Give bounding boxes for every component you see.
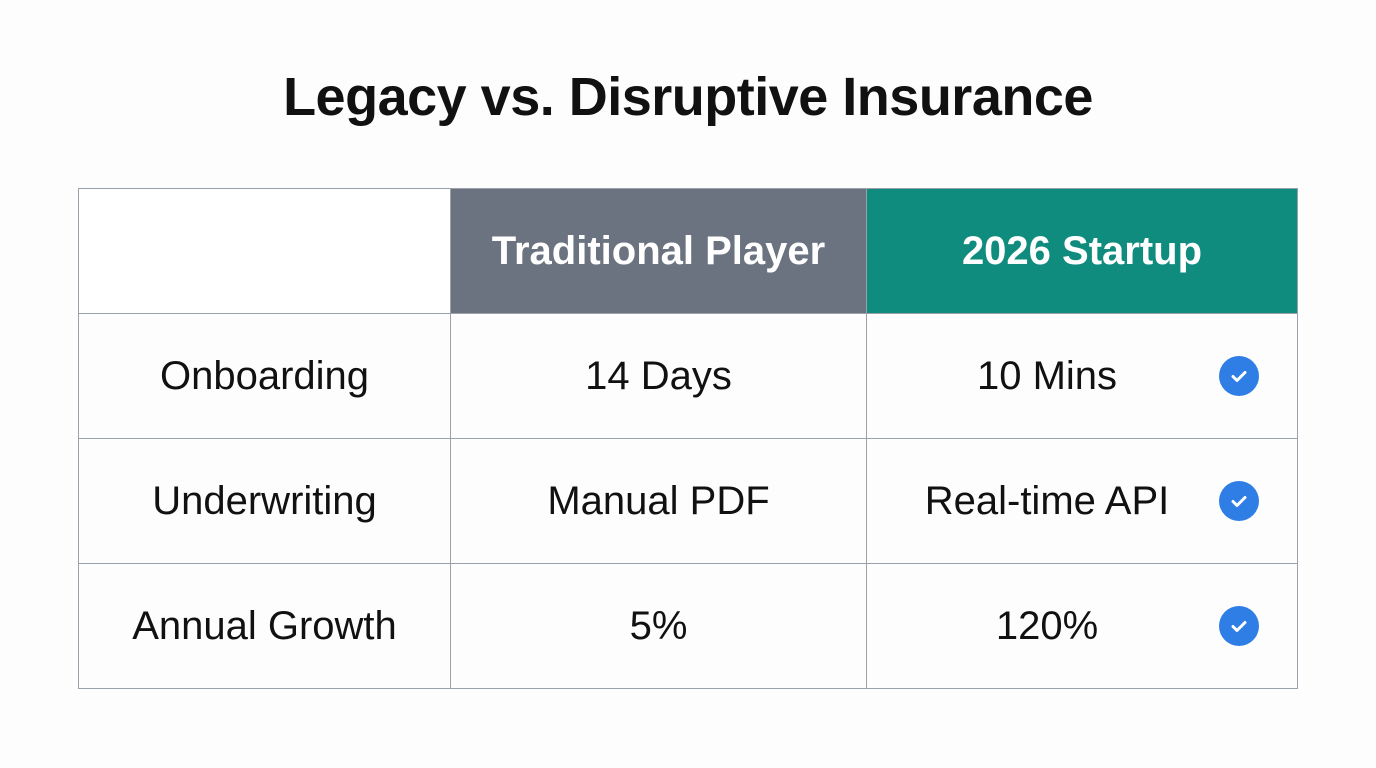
check-circle-icon bbox=[1219, 606, 1259, 646]
startup-cell: 10 Mins bbox=[866, 313, 1298, 439]
traditional-value: 14 Days bbox=[450, 313, 867, 439]
row-label: Underwriting bbox=[78, 438, 451, 564]
traditional-value: 5% bbox=[450, 563, 867, 689]
header-empty bbox=[78, 188, 451, 314]
header-traditional: Traditional Player bbox=[450, 188, 867, 314]
startup-value: Real-time API bbox=[924, 478, 1170, 523]
traditional-value: Manual PDF bbox=[450, 438, 867, 564]
page-title: Legacy vs. Disruptive Insurance bbox=[283, 67, 1093, 127]
row-label: Annual Growth bbox=[78, 563, 451, 689]
startup-value: 10 Mins bbox=[976, 353, 1118, 398]
check-circle-icon bbox=[1219, 356, 1259, 396]
startup-cell: Real-time API bbox=[866, 438, 1298, 564]
startup-cell: 120% bbox=[866, 563, 1298, 689]
row-label: Onboarding bbox=[78, 313, 451, 439]
comparison-table: Traditional Player 2026 Startup Onboardi… bbox=[78, 188, 1298, 689]
startup-value: 120% bbox=[995, 603, 1099, 648]
table-row: Onboarding 14 Days 10 Mins bbox=[78, 313, 1298, 439]
header-startup: 2026 Startup bbox=[866, 188, 1298, 314]
table-row: Underwriting Manual PDF Real-time API bbox=[78, 438, 1298, 564]
check-circle-icon bbox=[1219, 481, 1259, 521]
table-row: Annual Growth 5% 120% bbox=[78, 563, 1298, 689]
table-header-row: Traditional Player 2026 Startup bbox=[78, 188, 1298, 314]
